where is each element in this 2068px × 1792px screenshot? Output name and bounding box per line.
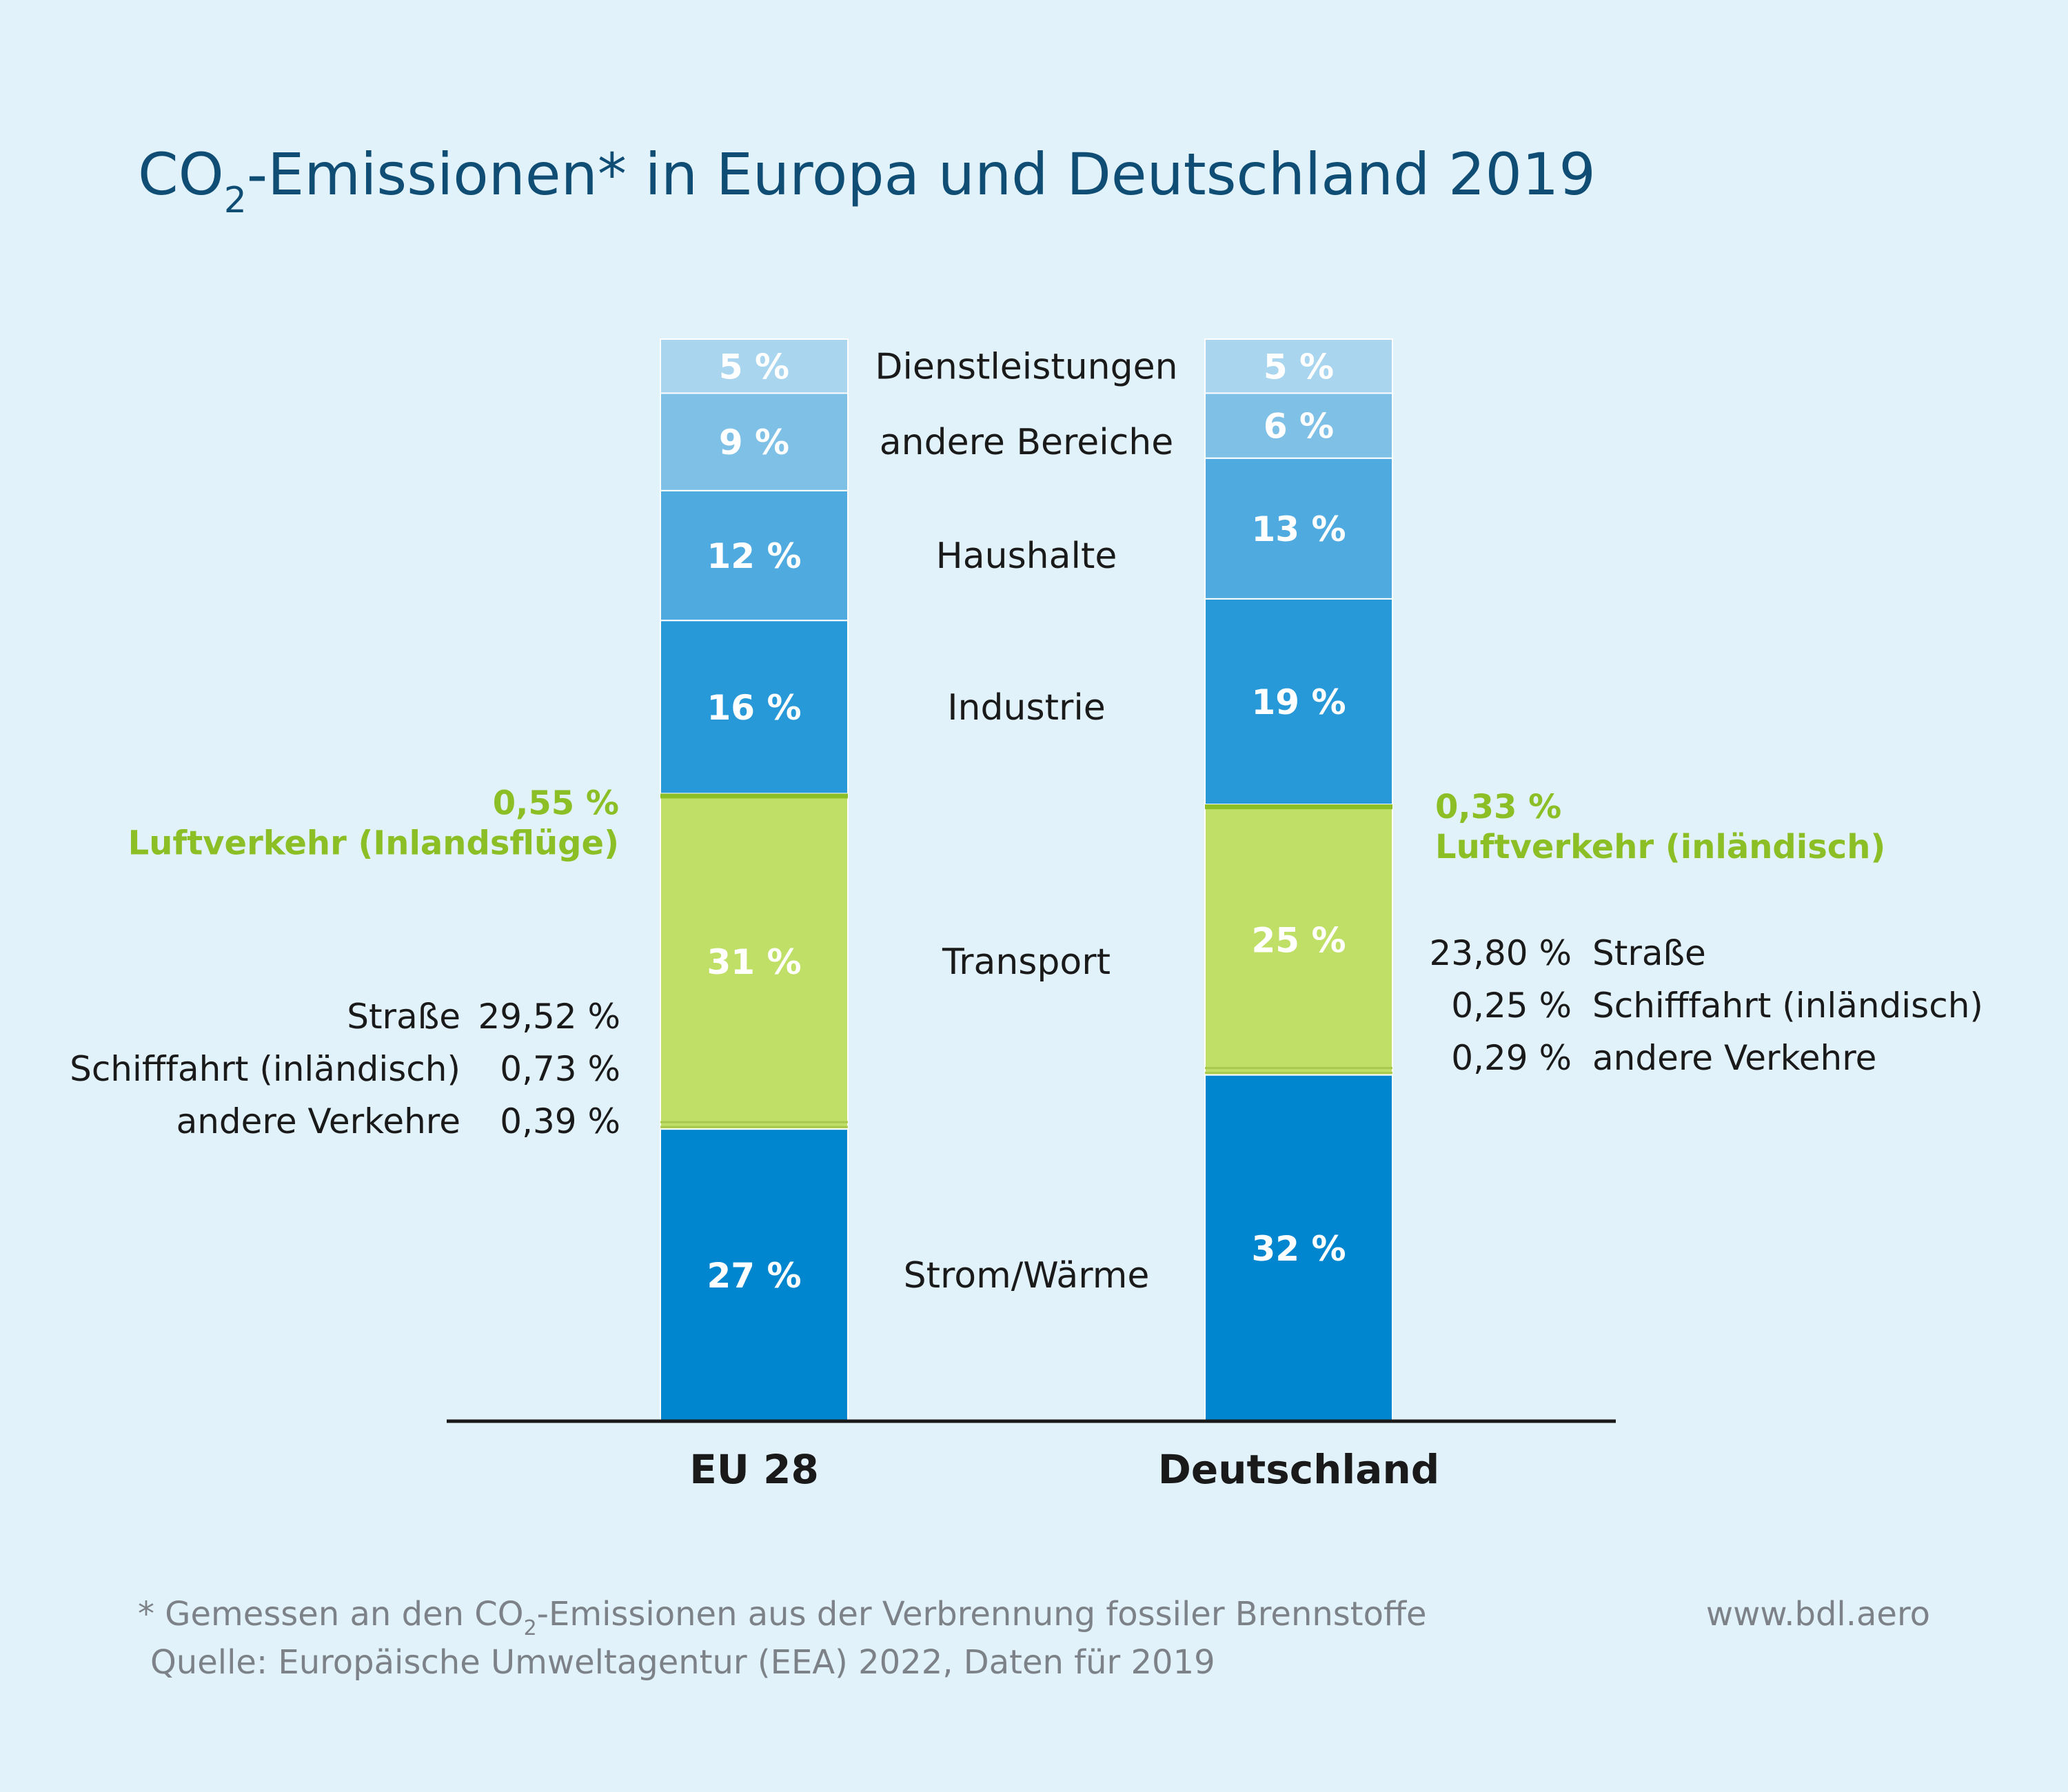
transport-item-value: 0,25 %: [1451, 986, 1572, 1026]
category-labels: Strom/Wärme Transport Industrie Haushalte an…: [875, 346, 1177, 1296]
bar-segment: [1204, 457, 1393, 600]
bar-value-label: 12 %: [707, 536, 801, 576]
transport-item-name: Straße: [1592, 933, 1706, 973]
air-traffic-label: Luftverkehr (Inlandsflüge): [128, 824, 619, 862]
chart-title: CO2-Emissionen* in Europa und Deutschlan…: [138, 141, 1596, 221]
category-label: Dienstleistungen: [875, 346, 1177, 387]
bar-segment: [660, 338, 849, 394]
air-traffic-strip: [1205, 804, 1392, 810]
transport-breakdown: 0,55 %Luftverkehr (Inlandsflüge) Straße 29…: [70, 784, 1983, 1141]
bar-segment: [1204, 392, 1393, 459]
x-tick-label: Deutschland: [1158, 1446, 1440, 1493]
bar-value-label: 27 %: [707, 1256, 801, 1296]
air-traffic-label: Luftverkehr (inländisch): [1435, 828, 1885, 866]
bar-value-label: 16 %: [707, 688, 801, 728]
category-label: Industrie: [947, 687, 1106, 729]
footnote-line: * Gemessen an den CO2-Emissionen aus der…: [138, 1595, 1427, 1640]
bar-segment: [1204, 338, 1393, 394]
transport-item-value: 23,80 %: [1429, 933, 1572, 973]
bar-value-label: 5 %: [719, 347, 789, 387]
bar-segment: [660, 392, 849, 491]
bar-value-label: 31 %: [707, 942, 801, 982]
air-traffic-value: 0,33 %: [1435, 788, 1561, 826]
bar-segment: [1204, 598, 1393, 806]
transport-item-name: andere Verkehre: [1592, 1038, 1876, 1078]
transport-item-value: 0,39 %: [500, 1101, 620, 1141]
website-link[interactable]: www.bdl.aero: [1706, 1595, 1930, 1633]
bar-value-label: 13 %: [1251, 509, 1346, 549]
transport-item-name: Schifffahrt (inländisch): [1592, 986, 1983, 1026]
bar-segment: [1204, 1074, 1393, 1422]
bar-value-label: 19 %: [1251, 682, 1346, 722]
x-tick-label: EU 28: [689, 1446, 819, 1493]
category-label: Haushalte: [936, 536, 1117, 577]
transport-item-name: andere Verkehre: [176, 1101, 460, 1141]
category-label: Transport: [942, 941, 1111, 983]
transport-item-name: Schifffahrt (inländisch): [70, 1049, 460, 1089]
transport-item-value: 29,52 %: [478, 997, 620, 1037]
bar-segment: [1204, 804, 1393, 1076]
bar-value-label: 5 %: [1264, 347, 1334, 387]
bar-segment: [660, 620, 849, 795]
bar-value-label: 32 %: [1251, 1229, 1346, 1269]
bar-segment: [660, 489, 849, 622]
source-line: Quelle: Europäische Umweltagentur (EEA) …: [150, 1643, 1215, 1682]
bar-value-label: 25 %: [1251, 920, 1346, 960]
transport-item-name: Straße: [347, 997, 460, 1037]
bar-segment: [660, 1128, 849, 1422]
air-traffic-value: 0,55 %: [493, 784, 619, 822]
category-label: andere Bereiche: [880, 422, 1173, 463]
bar-value-label: 6 %: [1264, 407, 1334, 447]
category-label: Strom/Wärme: [904, 1255, 1150, 1296]
bar-value-label: 9 %: [719, 422, 789, 462]
air-traffic-strip: [660, 793, 848, 799]
transport-item-value: 0,29 %: [1451, 1038, 1572, 1078]
stacked-bars: 27 % 31 % 16 % 12 % 9 % 5 % 32 % 25 % 19 % 13 % 6 …: [660, 338, 1393, 1422]
transport-item-value: 0,73 %: [500, 1049, 620, 1089]
x-axis-labels: EU 28 Deutschland: [689, 1446, 1439, 1493]
